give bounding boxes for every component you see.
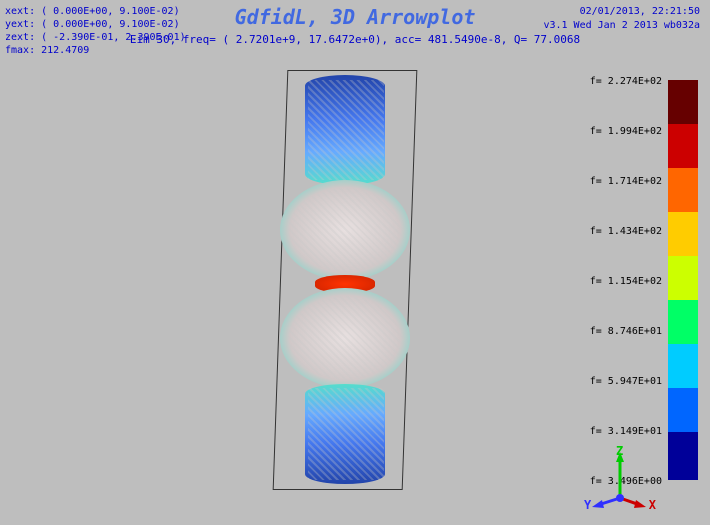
colorbar-segment bbox=[668, 432, 698, 480]
plot-title: GdfidL, 3D Arrowplot bbox=[235, 5, 476, 29]
colorbar-label: f= 1.994E+02 bbox=[590, 127, 662, 137]
axis-y-label: Y bbox=[584, 498, 591, 512]
arrow-field-bulge2 bbox=[288, 296, 404, 380]
yext: yext: ( 0.000E+00, 9.100E-02) bbox=[5, 18, 186, 31]
colorbar-label: f= 2.274E+02 bbox=[590, 77, 662, 87]
colorbar-segment bbox=[668, 344, 698, 388]
colorbar-segment bbox=[668, 388, 698, 432]
colorbar-label: f= 1.714E+02 bbox=[590, 177, 662, 187]
plot-subtitle: Eim 30, freq= ( 2.7201e+9, 17.6472e+0), … bbox=[130, 33, 580, 46]
timestamp: 02/01/2013, 22:21:50 bbox=[543, 5, 700, 19]
colorbar-label: f= 3.149E+01 bbox=[590, 427, 662, 437]
arrow-field-bulge1 bbox=[288, 188, 404, 272]
colorbar-label: f= 8.746E+01 bbox=[590, 327, 662, 337]
extent-info: xext: ( 0.000E+00, 9.100E-02) yext: ( 0.… bbox=[5, 5, 186, 57]
version: v3.1 Wed Jan 2 2013 wb032a bbox=[543, 19, 700, 33]
axes-indicator: Z Y X bbox=[590, 450, 650, 510]
axis-z-label: Z bbox=[616, 444, 623, 458]
colorbar-segment bbox=[668, 124, 698, 168]
plot-3d-viewport[interactable] bbox=[280, 70, 410, 490]
colorbar-segment bbox=[668, 256, 698, 300]
colorbar bbox=[668, 80, 698, 480]
xext: xext: ( 0.000E+00, 9.100E-02) bbox=[5, 5, 186, 18]
axes-svg bbox=[590, 450, 650, 510]
arrow-field-bottom bbox=[308, 388, 384, 480]
axis-x-label: X bbox=[649, 498, 656, 512]
colorbar-segment bbox=[668, 80, 698, 124]
colorbar-label: f= 1.434E+02 bbox=[590, 227, 662, 237]
colorbar-segment bbox=[668, 212, 698, 256]
colorbar-segment bbox=[668, 300, 698, 344]
meta-info: 02/01/2013, 22:21:50 v3.1 Wed Jan 2 2013… bbox=[543, 5, 700, 33]
colorbar-label: f= 1.154E+02 bbox=[590, 277, 662, 287]
colorbar-label: f= 5.947E+01 bbox=[590, 377, 662, 387]
arrow-field-top bbox=[308, 80, 384, 180]
colorbar-segment bbox=[668, 168, 698, 212]
